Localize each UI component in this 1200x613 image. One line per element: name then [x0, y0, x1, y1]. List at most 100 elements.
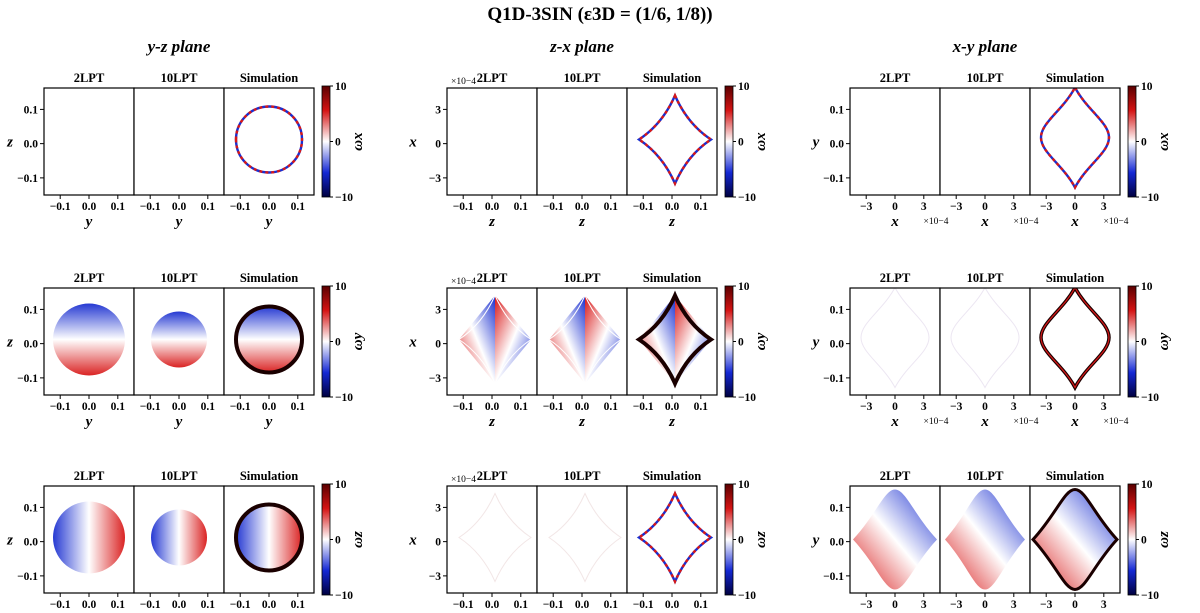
y-tick-label: 0.0	[24, 537, 39, 549]
x-tick-label: −0.1	[543, 201, 564, 213]
colorbar-tick-label: 0	[738, 337, 744, 349]
panel-title: Simulation	[1046, 469, 1104, 483]
x-tick-label: 0.0	[172, 201, 187, 213]
panel-title: 2LPT	[880, 271, 911, 285]
x-tick-label: 0.1	[111, 401, 126, 413]
panel-title: 2LPT	[74, 469, 105, 483]
x-tick-label: −0.1	[50, 401, 71, 413]
x-tick-label: −0.1	[140, 599, 161, 611]
x-tick-label: −3	[1040, 401, 1053, 413]
colorbar-tick-label: 0	[335, 535, 341, 547]
colorbar-label: ωy	[350, 332, 366, 350]
panel-1-0-1	[536, 87, 628, 196]
panel-title: 2LPT	[477, 469, 508, 483]
x-tick-label: 0.1	[514, 599, 529, 611]
x-tick-label: 0.0	[82, 401, 97, 413]
panel-title: 10LPT	[967, 71, 1004, 85]
x-scale-label: ×10−4	[1014, 417, 1039, 427]
x-tick-label: 0.1	[604, 599, 619, 611]
panel-2-0-2	[1029, 87, 1121, 196]
x-tick-label: 0	[892, 401, 898, 413]
x-axis-label: y	[174, 214, 183, 230]
x-tick-label: −0.1	[50, 201, 71, 213]
panel-0-0-0	[43, 87, 135, 196]
y-tick-label: 3	[435, 304, 441, 316]
x-axis-label: x	[980, 214, 989, 230]
y-tick-label: 0.1	[24, 502, 39, 514]
x-axis-label: x	[890, 414, 899, 430]
panel-0-0-1	[133, 87, 225, 196]
colorbar-label: ωx	[1156, 132, 1172, 151]
y-axis-label: x	[408, 335, 417, 351]
x-tick-label: 3	[1011, 201, 1017, 213]
panel-0-1-2	[223, 287, 315, 396]
y-tick-label: −3	[429, 173, 442, 185]
x-axis-label: y	[264, 414, 273, 430]
x-scale-label: ×10−4	[924, 217, 949, 227]
x-tick-label: 0.1	[291, 599, 306, 611]
panel-1-2-0	[446, 485, 538, 594]
colorbar-label: ωz	[753, 531, 769, 548]
panel-title: Simulation	[643, 71, 701, 85]
y-tick-label: 0.0	[24, 339, 39, 351]
colorbar	[1127, 285, 1137, 398]
x-scale-label: ×10−4	[1104, 217, 1129, 227]
x-tick-label: −3	[1040, 599, 1053, 611]
x-tick-label: 0.1	[604, 201, 619, 213]
colorbar-tick-label: −10	[1141, 392, 1159, 404]
colorbar-tick-label: 10	[738, 479, 750, 491]
y-axis-label: x	[408, 533, 417, 549]
colorbar-label: ωx	[753, 132, 769, 151]
y-axis-label: x	[408, 135, 417, 151]
colorbar-tick-label: 10	[738, 81, 750, 93]
x-tick-label: 0	[1072, 599, 1078, 611]
x-axis-label: y	[84, 214, 93, 230]
x-scale-label: ×10−4	[924, 417, 949, 427]
panel-title: 10LPT	[967, 469, 1004, 483]
x-tick-label: 0.0	[485, 401, 500, 413]
panel-title: 2LPT	[880, 469, 911, 483]
colorbar-label: ωz	[350, 531, 366, 548]
y-tick-label: −3	[429, 373, 442, 385]
colorbar-tick-label: 0	[1141, 337, 1147, 349]
colorbar	[1127, 85, 1137, 198]
x-tick-label: 0.1	[514, 201, 529, 213]
y-tick-label: 0	[435, 339, 441, 351]
colorbar-tick-label: −10	[335, 192, 353, 204]
x-tick-label: 0.0	[575, 599, 590, 611]
panel-title: Simulation	[1046, 71, 1104, 85]
colorbar-tick-label: 10	[1141, 281, 1153, 293]
x-axis-label: x	[1070, 414, 1079, 430]
x-tick-label: −0.1	[140, 401, 161, 413]
colorbar-tick-label: 0	[335, 137, 341, 149]
panel-1-0-0	[446, 87, 538, 196]
colorbar-tick-label: 10	[738, 281, 750, 293]
panel-title: 10LPT	[564, 469, 601, 483]
x-tick-label: 3	[921, 401, 927, 413]
x-tick-label: 0.1	[201, 599, 216, 611]
x-tick-label: 3	[1101, 201, 1107, 213]
plane-title-2: x-y plane	[952, 37, 1018, 56]
panel-title: 10LPT	[564, 271, 601, 285]
x-tick-label: 0.0	[485, 201, 500, 213]
x-axis-label: z	[578, 214, 585, 230]
x-tick-label: −3	[860, 201, 873, 213]
panel-title: 10LPT	[161, 271, 198, 285]
y-tick-label: 3	[435, 104, 441, 116]
x-tick-label: 0.0	[262, 599, 277, 611]
x-axis-label: z	[488, 214, 495, 230]
y-tick-label: 0.0	[830, 537, 845, 549]
panel-1-0-2	[626, 87, 718, 196]
x-axis-label: x	[980, 414, 989, 430]
panel-1-1-1	[536, 287, 628, 396]
x-tick-label: 3	[1101, 599, 1107, 611]
y-tick-label: 0.0	[24, 139, 39, 151]
colorbar-tick-label: −10	[1141, 192, 1159, 204]
x-tick-label: 0.0	[665, 401, 680, 413]
x-tick-label: −0.1	[543, 401, 564, 413]
panel-title: Simulation	[1046, 271, 1104, 285]
panel-0-1-1	[133, 287, 225, 396]
panel-2-1-1	[939, 287, 1031, 396]
panel-1-2-1	[536, 485, 628, 594]
y-tick-label: 0.1	[830, 104, 845, 116]
